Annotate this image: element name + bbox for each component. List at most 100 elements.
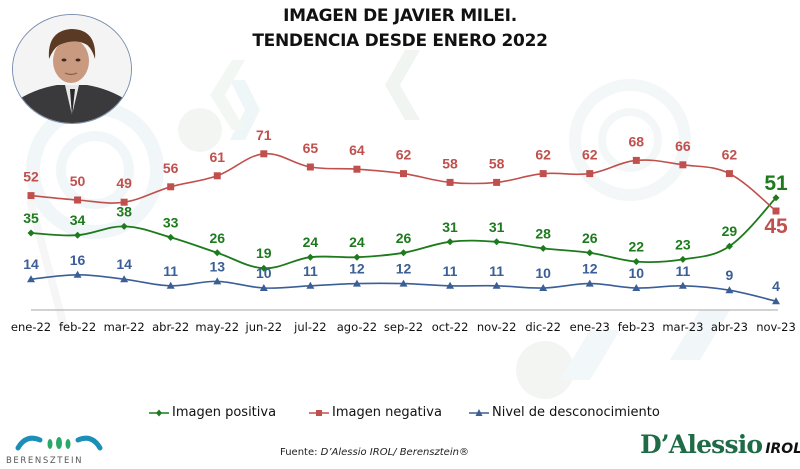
data-label-positive: 26 (209, 230, 225, 246)
data-point-positive (213, 249, 221, 257)
series-unknown (27, 270, 780, 305)
data-label-negative: 71 (256, 127, 272, 143)
data-label-negative: 62 (722, 147, 738, 163)
data-point-negative (27, 192, 35, 200)
dalessio-logo-text: D’Alessio (640, 430, 763, 459)
data-point-negative (725, 170, 733, 178)
dalessio-logo: D’Alessio IROL (640, 430, 800, 459)
data-label-unknown: 10 (256, 265, 272, 281)
data-point-positive (260, 264, 268, 272)
legend-unknown-label: Nivel de desconocimiento (492, 405, 660, 420)
data-point-positive (586, 249, 594, 257)
data-label-positive: 24 (303, 234, 319, 250)
data-point-unknown (772, 297, 780, 305)
data-label-positive: 31 (489, 219, 505, 235)
data-point-negative (632, 156, 640, 164)
data-label-unknown: 13 (209, 258, 225, 274)
data-point-unknown (725, 286, 734, 294)
data-point-unknown (352, 279, 361, 287)
data-label-negative: 56 (163, 160, 179, 176)
x-tick-label: feb-22 (59, 320, 96, 334)
data-point-positive (400, 249, 407, 257)
series-negative (27, 150, 780, 215)
data-label-unknown: 12 (396, 261, 412, 277)
title-line-1: IMAGEN DE JAVIER MILEI. (283, 6, 517, 26)
data-point-unknown (492, 281, 501, 289)
data-label-positive: 22 (629, 239, 645, 255)
x-tick-label: sep-22 (384, 320, 423, 334)
data-point-unknown (678, 281, 687, 289)
legend-negative-label: Imagen negativa (332, 405, 442, 420)
data-label-positive: 38 (116, 203, 132, 219)
data-label-unknown: 11 (443, 263, 458, 279)
data-point-negative (74, 196, 82, 204)
irol-logo-text: IROL (765, 441, 800, 457)
x-tick-label: ene-23 (570, 320, 610, 334)
data-label-positive: 34 (70, 212, 86, 228)
data-label-negative: 68 (629, 133, 645, 149)
x-tick-label: dic-22 (525, 320, 561, 334)
legend-negative-marker-icon (309, 409, 329, 416)
source-note: Fuente: D’Alessio IROL/ Berensztein® (280, 447, 469, 458)
data-label-unknown: 4 (772, 278, 780, 294)
data-point-negative (306, 163, 314, 171)
chart-legend: Imagen positiva Imagen negativa Nivel de… (140, 405, 660, 425)
series-line-unknown (30, 273, 777, 302)
data-point-negative (353, 165, 361, 173)
data-label-unknown: 12 (349, 261, 365, 277)
series-layer (27, 150, 780, 305)
data-point-unknown (120, 275, 129, 283)
series-positive (27, 194, 780, 272)
data-point-positive (539, 244, 547, 252)
data-point-unknown (259, 284, 268, 291)
data-label-negative: 62 (396, 147, 412, 163)
data-label-unknown: 14 (23, 256, 39, 272)
data-point-negative (539, 170, 547, 178)
data-point-positive (74, 231, 82, 239)
data-point-positive (493, 238, 501, 246)
chart-title: IMAGEN DE JAVIER MILEI. TENDENCIA DESDE … (250, 4, 550, 54)
data-label-unknown: 14 (116, 256, 132, 272)
data-label-unknown: 11 (489, 263, 504, 279)
data-label-negative: 50 (70, 173, 86, 189)
legend-item-positive: Imagen positiva (148, 405, 276, 420)
data-label-positive: 35 (23, 210, 39, 226)
x-tick-label: jul-22 (293, 320, 326, 334)
data-point-negative (493, 178, 501, 186)
data-label-unknown: 11 (303, 263, 318, 279)
data-point-negative (400, 170, 407, 178)
data-label-negative: 65 (303, 140, 319, 156)
data-point-positive (306, 253, 314, 261)
data-label-unknown: 10 (535, 265, 551, 281)
source-text: D’Alessio IROL/ Berensztein® (320, 447, 469, 458)
data-label-unknown: 10 (629, 265, 645, 281)
data-point-unknown (539, 284, 548, 291)
data-point-unknown (27, 275, 35, 283)
data-label-negative: 64 (349, 142, 365, 158)
data-label-negative: 52 (23, 169, 39, 185)
x-tick-label: nov-22 (477, 320, 517, 334)
portrait-illustration (13, 15, 131, 123)
data-point-negative (260, 150, 268, 158)
x-tick-label: ago-22 (337, 320, 377, 334)
data-label-negative: 62 (535, 147, 551, 163)
data-label-positive: 23 (675, 236, 691, 252)
data-label-negative: 45 (764, 215, 788, 238)
data-point-unknown (632, 284, 641, 291)
data-point-positive (772, 194, 780, 202)
data-label-negative: 62 (582, 147, 598, 163)
data-point-unknown (446, 281, 455, 289)
data-point-negative (772, 207, 780, 215)
x-tick-labels: ene-22 feb-22 mar-22 abr-22 may-22 jun-22 jul-… (11, 320, 796, 334)
x-tick-label: may-22 (195, 320, 239, 334)
data-point-positive (725, 242, 733, 250)
data-point-unknown (166, 281, 175, 289)
legend-unknown-marker-icon (469, 408, 489, 416)
x-tick-label: mar-22 (104, 320, 145, 334)
data-label-unknown: 16 (70, 252, 86, 268)
x-tick-label: abr-22 (152, 320, 189, 334)
data-point-unknown (73, 270, 82, 278)
x-tick-label: mar-23 (662, 320, 703, 334)
